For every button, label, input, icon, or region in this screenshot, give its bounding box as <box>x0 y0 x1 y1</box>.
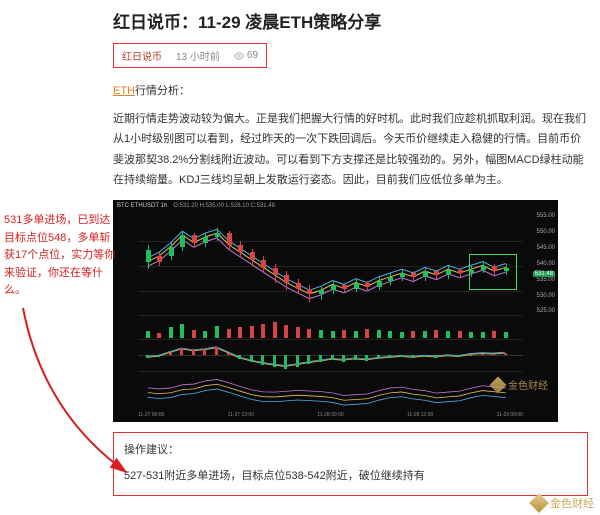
article-title: 红日说币：11-29 凌晨ETH策略分享 <box>113 8 588 33</box>
section-heading: ETH行情分析： <box>113 82 588 98</box>
meta-box: 红日说币 13 小时前 69 <box>113 43 267 68</box>
view-count: 69 <box>234 50 258 61</box>
kdj-area <box>138 371 523 412</box>
side-annotation: 531多单进场，已到达目标点位548，多单斩获17个点位，实力等你来验证，你还在… <box>4 212 119 300</box>
section-suffix: 行情分析： <box>135 85 190 97</box>
chart-watermark: 金色财经 <box>492 377 548 392</box>
chart-ticker: BTC ETHUSDT 1h <box>117 203 167 209</box>
time-ago: 13 小时前 <box>176 48 220 63</box>
chart-header: BTC ETHUSDT 1h O:531.20 H:535.00 L:528.1… <box>117 203 275 209</box>
volume-area <box>138 315 523 338</box>
suggestion-body: 527-531附近多单进场，目标点位538-542附近，破位继续持有 <box>124 467 577 487</box>
footer-logo-text: 金色财经 <box>550 495 594 511</box>
kdj-lines <box>138 372 523 412</box>
price-chart: BTC ETHUSDT 1h O:531.20 H:535.00 L:528.1… <box>113 200 558 422</box>
eth-link[interactable]: ETH <box>113 85 135 97</box>
ma-lines <box>138 216 523 311</box>
footer-logo-icon <box>532 496 546 510</box>
watermark-icon <box>490 376 507 393</box>
time-axis: 11-27 00:0011-27 12:0011-28 00:0011-28 1… <box>138 412 523 420</box>
watermark-text: 金色财经 <box>508 377 548 392</box>
analysis-paragraph: 近期行情走势波动较为偏大。正是我们把握大行情的好时机。此时我们应趁机抓取利润。现… <box>113 109 588 190</box>
suggestion-title: 操作建议： <box>124 441 577 461</box>
view-count-value: 69 <box>247 50 258 61</box>
price-axis: 555.00550.00545.00540.00535.00530.00525.… <box>523 216 555 311</box>
candle-area <box>138 216 523 311</box>
suggestion-box: 操作建议： 527-531附近多单进场，目标点位538-542附近，破位继续持有 <box>113 432 588 496</box>
author-name[interactable]: 红日说币 <box>122 48 162 63</box>
footer-logo: 金色财经 <box>532 495 594 511</box>
eye-icon <box>234 51 244 61</box>
macd-area <box>138 339 523 370</box>
chart-ohlc: O:531.20 H:535.00 L:528.10 C:531.48 <box>173 203 275 209</box>
